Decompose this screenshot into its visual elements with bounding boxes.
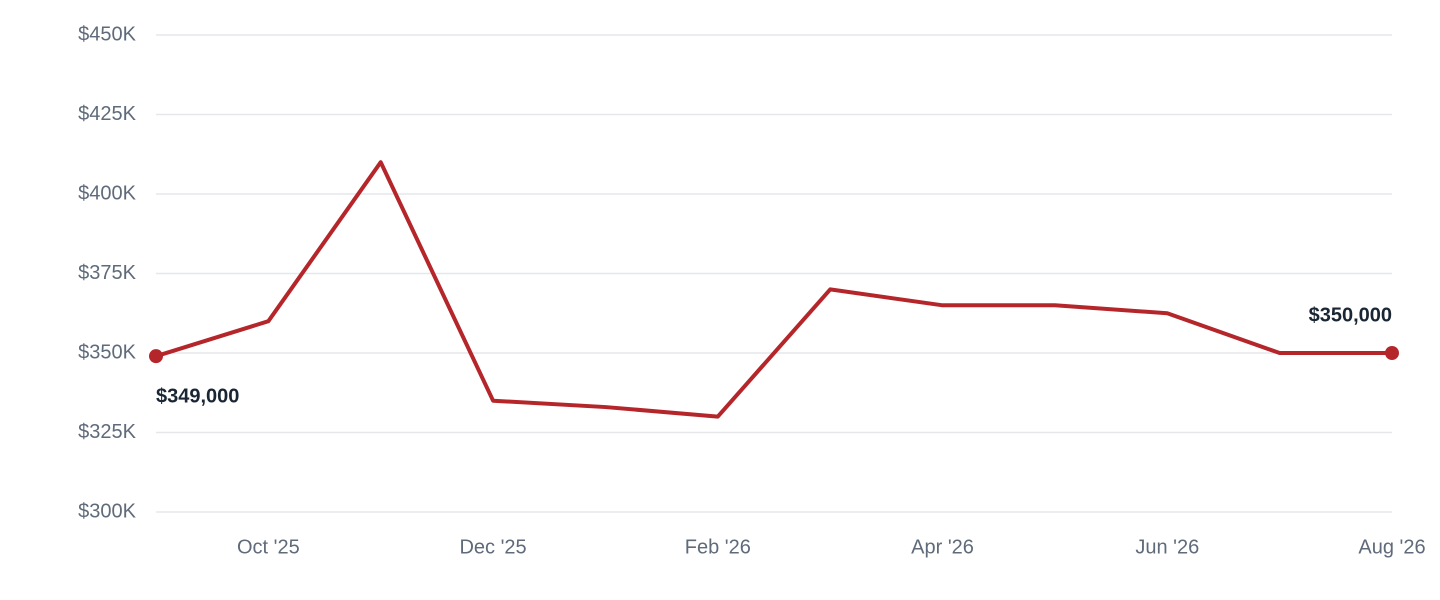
line	[155, 160, 1392, 419]
x-tick-label: Oct '25	[237, 536, 300, 558]
value-label: $349,000	[156, 385, 239, 407]
x-tick-label: Apr '26	[911, 536, 974, 558]
value-label: $350,000	[1309, 304, 1392, 326]
x-tick-label: Jun '26	[1135, 536, 1199, 558]
y-tick-label: $375K	[78, 262, 136, 284]
y-tick-label: $400K	[78, 182, 136, 204]
y-tick-label: $325K	[78, 421, 136, 443]
x-tick-label: Dec '25	[459, 536, 526, 558]
y-tick-label: $425K	[78, 103, 136, 125]
y-tick-label: $350K	[78, 341, 136, 363]
point	[149, 349, 163, 364]
x-tick-label: Aug '26	[1358, 536, 1425, 558]
x-tick-label: Feb '26	[685, 536, 751, 558]
point	[1385, 346, 1399, 360]
y-tick-label: $300K	[78, 500, 136, 522]
y-tick-label: $450K	[78, 23, 136, 45]
